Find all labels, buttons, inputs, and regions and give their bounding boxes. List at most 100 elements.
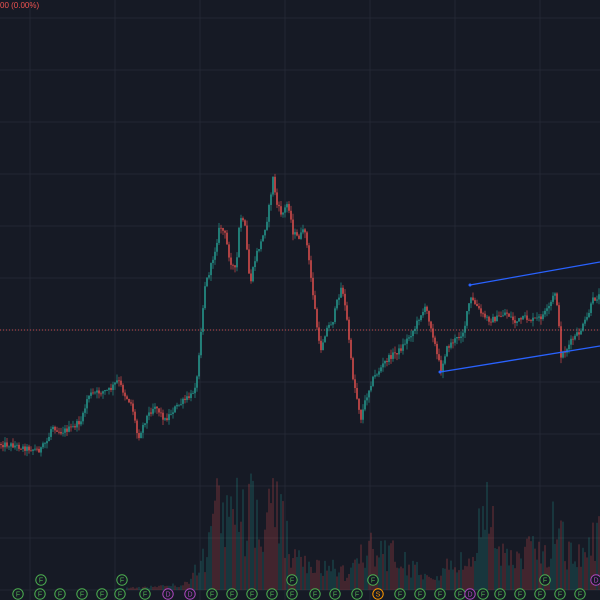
event-marker-circle[interactable] [494,588,506,600]
channel-drawing[interactable] [438,261,600,374]
event-marker-circle[interactable] [286,588,298,600]
event-marker[interactable]: F [34,588,46,600]
candle-body [558,305,560,327]
event-marker-circle[interactable] [414,588,426,600]
event-marker-circle[interactable] [35,574,47,586]
event-marker[interactable]: D [590,574,600,586]
event-marker-circle[interactable] [12,588,24,600]
event-marker-circle[interactable] [226,588,238,600]
event-markers[interactable]: F F F F F DF F F F F F F D D F F F F F F F F S F F F F D F F F F F F [12,574,600,600]
volume-bar [350,567,352,590]
channel-line[interactable] [469,261,600,286]
event-marker-circle[interactable] [514,588,526,600]
volume-bar [330,571,332,590]
event-marker-circle[interactable] [534,588,546,600]
event-marker[interactable]: F [367,574,379,586]
event-marker-circle[interactable] [554,588,566,600]
event-marker-circle[interactable] [477,588,489,600]
candle-body [346,305,348,320]
event-marker[interactable]: F [76,588,88,600]
event-marker[interactable]: S [372,588,384,600]
event-marker[interactable]: F [54,588,66,600]
event-marker-circle[interactable] [114,588,126,600]
event-marker[interactable]: D [464,588,476,600]
event-marker[interactable]: F [266,588,278,600]
event-marker-circle[interactable] [590,574,600,586]
event-marker[interactable]: F [534,588,546,600]
volume-bar [130,587,132,590]
volume-bar [422,579,424,590]
event-marker[interactable]: F [574,588,586,600]
event-marker[interactable]: F [96,588,108,600]
event-marker[interactable]: F [12,588,24,600]
candle-body [446,346,448,357]
event-marker[interactable]: F [114,588,126,600]
event-marker[interactable]: F [35,574,47,586]
event-marker-circle[interactable] [34,588,46,600]
event-marker-circle[interactable] [116,574,128,586]
event-marker-label: F [80,592,84,599]
event-marker[interactable]: F [329,588,341,600]
event-marker-circle[interactable] [184,588,196,600]
event-marker[interactable]: F [494,588,506,600]
event-marker[interactable]: F [394,588,406,600]
channel-anchor[interactable] [438,370,442,374]
volume-bar [550,558,552,590]
event-marker[interactable]: F [226,588,238,600]
event-marker[interactable]: F [246,588,258,600]
candle-body [130,402,132,404]
event-marker-circle[interactable] [309,588,321,600]
event-marker-circle[interactable] [394,588,406,600]
volume-bar [510,550,512,590]
candle-body [92,392,94,394]
event-marker-circle[interactable] [266,588,278,600]
event-marker-circle[interactable] [246,588,258,600]
event-marker-circle[interactable] [372,588,384,600]
event-marker[interactable]: F [351,588,363,600]
event-marker[interactable]: F [434,588,446,600]
event-marker-circle[interactable] [139,588,151,600]
volume-bar [214,500,216,590]
volume-bar [274,527,276,590]
channel-anchor[interactable] [468,283,472,287]
event-marker-circle[interactable] [54,588,66,600]
volume-bar [278,543,280,590]
event-marker[interactable]: F [206,588,218,600]
event-marker-circle[interactable] [162,588,174,600]
event-marker-circle[interactable] [539,574,551,586]
volume-bar [474,560,476,590]
channel-line[interactable] [439,345,600,373]
event-marker-circle[interactable] [329,588,341,600]
event-marker[interactable]: F [286,574,298,586]
event-marker-circle[interactable] [286,574,298,586]
volume-bar [518,553,520,590]
event-marker[interactable]: F [116,574,128,586]
event-marker-circle[interactable] [206,588,218,600]
event-marker[interactable]: F [414,588,426,600]
event-marker[interactable]: D [184,588,196,600]
candle-body [26,446,28,451]
event-marker[interactable]: F [139,588,151,600]
candle-body [244,220,246,226]
event-marker-circle[interactable] [96,588,108,600]
event-marker[interactable]: F [309,588,321,600]
event-marker[interactable]: F [286,588,298,600]
volume-bar [496,548,498,590]
event-marker-circle[interactable] [367,574,379,586]
event-marker[interactable]: F [477,588,489,600]
event-marker[interactable]: F [554,588,566,600]
event-marker[interactable]: F [454,588,466,600]
event-marker-circle[interactable] [351,588,363,600]
event-marker[interactable]: F [514,588,526,600]
event-marker-circle[interactable] [434,588,446,600]
event-marker-circle[interactable] [574,588,586,600]
candle-body [490,321,492,323]
event-marker[interactable]: F [539,574,551,586]
event-marker-circle[interactable] [76,588,88,600]
volume-bar [538,541,540,590]
event-marker[interactable]: D [162,588,174,600]
event-marker-label: F [481,592,485,599]
event-marker-circle[interactable] [464,588,476,600]
